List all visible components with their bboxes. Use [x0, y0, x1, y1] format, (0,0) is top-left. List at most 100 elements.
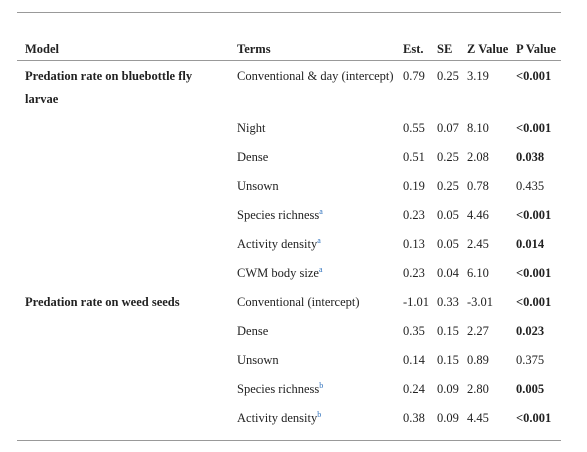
- model-cell: [25, 228, 237, 257]
- p-cell: <0.001: [516, 411, 552, 425]
- est-cell: 0.23: [403, 208, 425, 222]
- se-cell: 0.15: [437, 353, 459, 367]
- p-cell: <0.001: [516, 69, 552, 83]
- column-header: Z Value: [467, 42, 509, 56]
- p-cell: <0.001: [516, 121, 552, 135]
- z-cell: 4.46: [467, 208, 489, 222]
- se-cell: 0.15: [437, 324, 459, 338]
- footnote-mark: b: [317, 409, 322, 419]
- table-row: Unsown 0.19 0.25 0.78 0.435: [25, 170, 561, 199]
- model-cell: Predation rate on bluebottle fly larvae: [25, 69, 193, 106]
- table-row: Dense 0.51 0.25 2.08 0.038: [25, 141, 561, 170]
- term: Activity density: [237, 237, 318, 251]
- term: Dense: [237, 150, 269, 164]
- p-cell: <0.001: [516, 295, 552, 309]
- z-cell: -3.01: [467, 295, 494, 309]
- p-cell: <0.001: [516, 208, 552, 222]
- term: Species richness: [237, 382, 320, 396]
- rule-top: [17, 12, 561, 13]
- table-row: Species richnessa 0.23 0.05 4.46 <0.001: [25, 199, 561, 228]
- p-cell: 0.023: [516, 324, 545, 338]
- table-row: Predation rate on weed seeds Conventional…: [25, 286, 561, 315]
- model-cell: [25, 112, 237, 141]
- table-row: Activity densitya 0.13 0.05 2.45 0.014: [25, 228, 561, 257]
- z-cell: 3.19: [467, 69, 489, 83]
- z-cell: 6.10: [467, 266, 489, 280]
- z-cell: 0.89: [467, 353, 489, 367]
- model-cell: [25, 344, 237, 373]
- se-cell: 0.09: [437, 411, 459, 425]
- term-cell: Night: [237, 112, 403, 141]
- se-cell: 0.09: [437, 382, 459, 396]
- footnote-mark: b: [319, 380, 324, 390]
- term: Unsown: [237, 353, 279, 367]
- column-header: SE: [437, 42, 453, 56]
- term: Activity density: [237, 411, 318, 425]
- table-row: Predation rate on bluebottle fly larvae C…: [25, 60, 561, 112]
- table-row: CWM body sizea 0.23 0.04 6.10 <0.001: [25, 257, 561, 286]
- term-cell: Unsown: [237, 344, 403, 373]
- est-cell: 0.79: [403, 69, 425, 83]
- se-cell: 0.25: [437, 150, 459, 164]
- table-row: Species richnessb 0.24 0.09 2.80 0.005: [25, 373, 561, 402]
- table-row: Activity densityb 0.38 0.09 4.45 <0.001: [25, 402, 561, 431]
- p-cell: 0.038: [516, 150, 545, 164]
- rule-bottom: [17, 440, 561, 441]
- column-header: P Value: [516, 42, 556, 56]
- footnote-mark: a: [318, 264, 323, 274]
- term: Unsown: [237, 179, 279, 193]
- p-cell: 0.435: [516, 179, 545, 193]
- column-header: Model: [25, 42, 60, 56]
- p-cell: <0.001: [516, 266, 552, 280]
- model-cell: [25, 315, 237, 344]
- z-cell: 2.27: [467, 324, 489, 338]
- table: Model Terms Est. SE Z Value P Value Predation…: [25, 13, 561, 431]
- term-cell: Conventional & day (intercept): [237, 60, 403, 112]
- term-cell: Activity densityb: [237, 402, 403, 431]
- term-cell: Activity densitya: [237, 228, 403, 257]
- est-cell: 0.38: [403, 411, 425, 425]
- se-cell: 0.25: [437, 69, 459, 83]
- term-cell: CWM body sizea: [237, 257, 403, 286]
- model-cell: [25, 170, 237, 199]
- model-cell: [25, 199, 237, 228]
- model-cell: [25, 373, 237, 402]
- column-header: Terms: [237, 42, 271, 56]
- p-cell: 0.005: [516, 382, 545, 396]
- se-cell: 0.05: [437, 208, 459, 222]
- est-cell: 0.51: [403, 150, 425, 164]
- z-cell: 0.78: [467, 179, 489, 193]
- table-row: Dense 0.35 0.15 2.27 0.023: [25, 315, 561, 344]
- term: Conventional (intercept): [237, 295, 360, 309]
- se-cell: 0.04: [437, 266, 459, 280]
- se-cell: 0.05: [437, 237, 459, 251]
- model-cell: [25, 141, 237, 170]
- z-cell: 2.08: [467, 150, 489, 164]
- z-cell: 2.45: [467, 237, 489, 251]
- se-cell: 0.07: [437, 121, 459, 135]
- model-cell: [25, 402, 237, 431]
- table-row: Night 0.55 0.07 8.10 <0.001: [25, 112, 561, 141]
- term-cell: Species richnessb: [237, 373, 403, 402]
- est-cell: 0.23: [403, 266, 425, 280]
- z-cell: 8.10: [467, 121, 489, 135]
- se-cell: 0.25: [437, 179, 459, 193]
- table-row: Unsown 0.14 0.15 0.89 0.375: [25, 344, 561, 373]
- term-cell: Conventional (intercept): [237, 286, 403, 315]
- term: Species richness: [237, 208, 320, 222]
- est-cell: 0.24: [403, 382, 425, 396]
- header-row: Model Terms Est. SE Z Value P Value: [25, 13, 561, 60]
- term: CWM body size: [237, 266, 319, 280]
- z-cell: 2.80: [467, 382, 489, 396]
- term: Conventional & day (intercept): [237, 69, 394, 83]
- footnote-mark: a: [319, 206, 323, 216]
- est-cell: -1.01: [403, 295, 430, 309]
- term: Dense: [237, 324, 269, 338]
- est-cell: 0.13: [403, 237, 425, 251]
- term-cell: Species richnessa: [237, 199, 403, 228]
- model-cell: Predation rate on weed seeds: [25, 295, 180, 309]
- est-cell: 0.14: [403, 353, 425, 367]
- est-cell: 0.55: [403, 121, 425, 135]
- table-body: Predation rate on bluebottle fly larvae C…: [25, 60, 561, 431]
